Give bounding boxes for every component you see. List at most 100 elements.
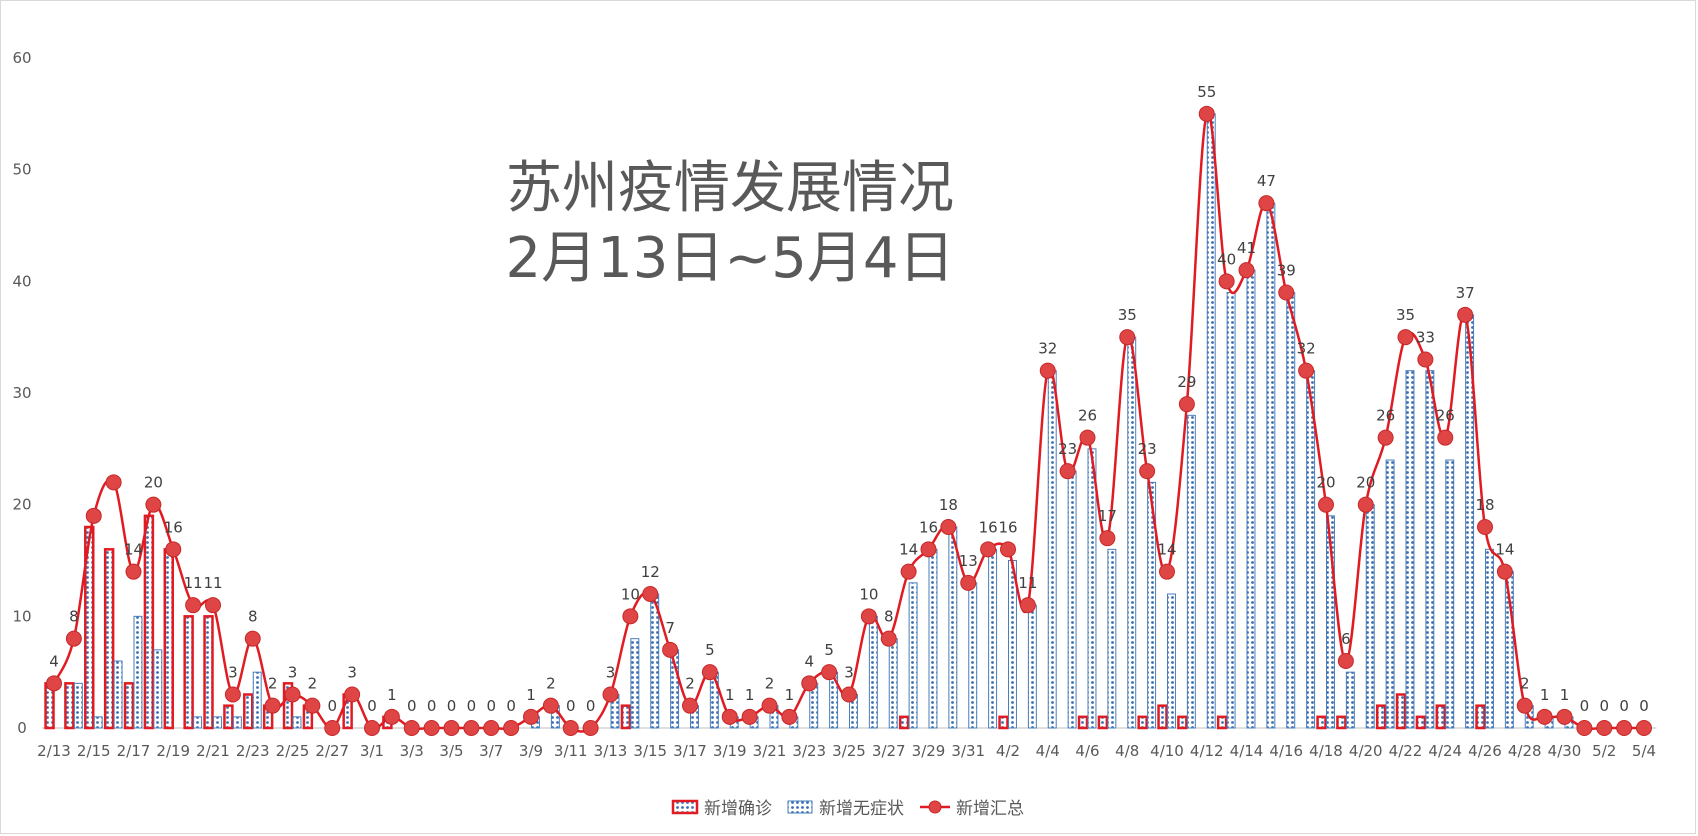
legend-marker-total — [928, 800, 942, 814]
bar-confirmed — [1475, 704, 1486, 730]
y-tick-label: 20 — [12, 496, 31, 514]
total-marker — [364, 720, 380, 736]
y-tick-label: 0 — [17, 719, 27, 737]
total-marker — [1059, 463, 1076, 480]
total-marker — [1596, 720, 1613, 736]
total-marker — [721, 708, 738, 725]
total-marker — [602, 686, 619, 703]
data-label: 14 — [899, 541, 918, 559]
x-tick-label: 2/15 — [77, 742, 111, 760]
bar-confirmed — [1375, 704, 1387, 730]
x-tick-label: 3/19 — [713, 742, 747, 760]
total-marker — [821, 664, 838, 681]
x-tick-label: 2/27 — [315, 742, 349, 760]
bar-asymptomatic — [1226, 292, 1236, 729]
total-marker — [1000, 541, 1016, 558]
total-marker — [880, 630, 897, 647]
x-tick-label: 3/7 — [479, 742, 503, 760]
y-tick-label: 60 — [12, 49, 31, 67]
data-label: 18 — [1475, 496, 1494, 514]
total-marker — [463, 720, 480, 736]
total-marker — [403, 720, 420, 736]
data-label: 1 — [745, 686, 755, 704]
total-marker — [46, 675, 62, 692]
x-tick-label: 3/29 — [912, 742, 946, 760]
x-tick-label: 3/3 — [400, 742, 424, 760]
x-tick-label: 2/19 — [156, 742, 190, 760]
data-label: 33 — [1416, 329, 1435, 347]
total-marker — [1198, 105, 1215, 122]
data-label: 0 — [427, 697, 437, 715]
x-tick-label: 4/10 — [1150, 742, 1184, 760]
y-tick-label: 10 — [12, 607, 31, 625]
bar-asymptomatic — [1365, 504, 1375, 729]
data-label: 16 — [919, 518, 938, 536]
legend: 新增确诊 新增无症状 新增汇总 — [671, 799, 1024, 819]
data-label: 26 — [1376, 407, 1395, 425]
total-marker — [65, 630, 82, 647]
total-marker — [761, 697, 778, 714]
bar-confirmed — [223, 704, 234, 730]
total-marker — [423, 720, 440, 736]
total-marker — [682, 697, 698, 714]
bar-series — [44, 113, 1574, 730]
data-label: 6 — [1341, 630, 1351, 648]
total-marker — [205, 597, 221, 614]
data-label: 37 — [1456, 284, 1475, 302]
bar-asymptomatic — [888, 638, 898, 729]
data-label: 3 — [288, 664, 298, 682]
bar-asymptomatic — [868, 615, 878, 729]
bar-asymptomatic — [1385, 459, 1395, 729]
total-marker — [165, 541, 182, 558]
x-tick-label: 4/16 — [1269, 742, 1303, 760]
bar-confirmed — [103, 548, 115, 730]
legend-label-confirmed: 新增确诊 — [704, 799, 772, 819]
bar-confirmed — [1316, 715, 1327, 730]
x-tick-label: 3/23 — [792, 742, 826, 760]
x-tick-label: 4/8 — [1115, 742, 1139, 760]
x-tick-label: 4/28 — [1508, 742, 1542, 760]
total-marker — [1119, 329, 1136, 346]
data-label: 20 — [1316, 474, 1335, 492]
total-marker — [1159, 563, 1175, 580]
bar-asymptomatic — [1027, 604, 1037, 729]
total-series-markers — [46, 105, 1652, 736]
data-label: 16 — [998, 518, 1017, 536]
data-label: 26 — [1436, 407, 1455, 425]
data-label: 39 — [1277, 262, 1296, 280]
data-label: 2 — [268, 675, 278, 693]
data-label: 8 — [884, 608, 894, 626]
data-label: 2 — [685, 675, 695, 693]
bar-confirmed — [1216, 715, 1228, 730]
data-label: 26 — [1078, 407, 1097, 425]
total-marker — [582, 720, 599, 736]
x-tick-label: 4/14 — [1230, 742, 1264, 760]
x-tick-label: 4/4 — [1036, 742, 1060, 760]
data-label: 29 — [1177, 373, 1196, 391]
total-marker — [224, 686, 241, 703]
bar-asymptomatic — [1067, 470, 1077, 729]
bar-asymptomatic — [113, 660, 123, 729]
x-tick-label: 4/18 — [1309, 742, 1343, 760]
bar-confirmed — [143, 514, 155, 730]
data-label: 2 — [765, 675, 775, 693]
bar-asymptomatic — [73, 682, 83, 729]
total-marker — [1516, 697, 1533, 714]
data-label: 1 — [785, 686, 795, 704]
total-marker — [304, 697, 321, 714]
bar-asymptomatic — [630, 638, 640, 729]
data-label: 0 — [447, 697, 457, 715]
x-tick-label: 2/23 — [236, 742, 270, 760]
bar-asymptomatic — [1326, 515, 1335, 729]
total-marker — [841, 686, 857, 703]
data-label: 18 — [939, 496, 958, 514]
bar-asymptomatic — [1107, 548, 1117, 729]
x-tick-label: 3/27 — [872, 742, 906, 760]
data-label: 1 — [526, 686, 536, 704]
total-marker — [1437, 429, 1454, 446]
legend-swatch-confirmed — [671, 799, 699, 815]
bar-asymptomatic — [948, 526, 958, 729]
bar-confirmed — [1137, 715, 1148, 730]
data-label: 32 — [1297, 340, 1316, 358]
bar-confirmed — [1415, 715, 1427, 730]
